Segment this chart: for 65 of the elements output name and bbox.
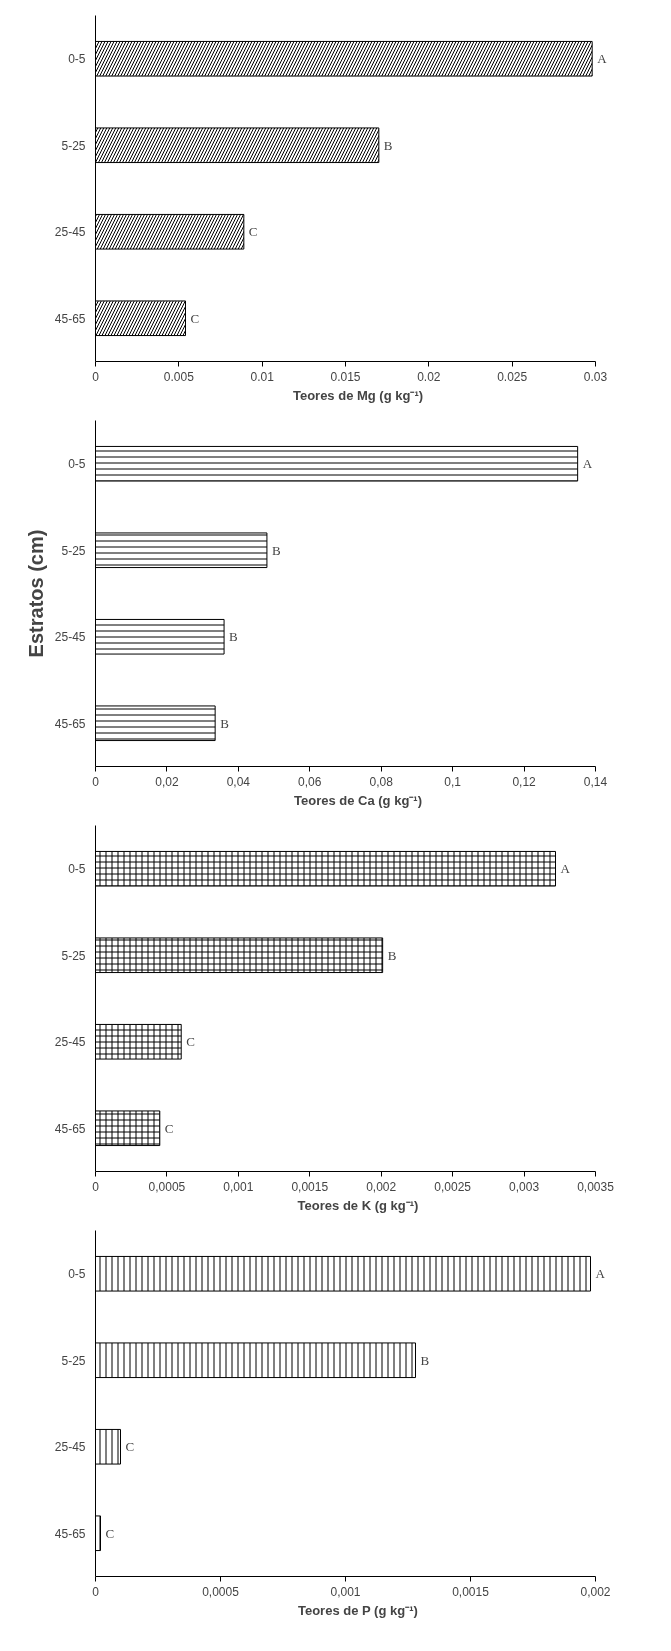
data-label: B [387, 947, 397, 963]
x-tick-label: 0,0005 [202, 1584, 240, 1599]
y-tick-label: 25-45 [54, 1440, 86, 1455]
y-tick-label: 25-45 [54, 630, 86, 645]
x-tick-label: 0,002 [580, 1584, 611, 1599]
x-tick-label: 0,0005 [148, 1179, 186, 1194]
x-axis-title: Teores de Mg (g kg⁻¹) [292, 387, 424, 403]
data-label: B [229, 629, 239, 645]
data-label: C [164, 1120, 174, 1136]
data-label: B [383, 137, 393, 153]
x-axis-title: Teores de P (g kg⁻¹) [297, 1602, 418, 1618]
data-label: B [420, 1352, 430, 1368]
y-tick-label: 0-5 [68, 862, 86, 877]
x-tick-label: 0 [92, 369, 100, 384]
x-tick-label: 0,0025 [434, 1179, 472, 1194]
x-tick-label: 0.03 [583, 369, 608, 384]
y-axis-title: Estratos (cm) [24, 529, 47, 658]
y-tick-label: 45-65 [54, 1526, 86, 1541]
x-axis-title: Teores de K (g kg⁻¹) [297, 1197, 419, 1213]
data-label: B [271, 542, 281, 558]
y-tick-label: 0-5 [68, 457, 86, 472]
x-tick-label: 0.025 [497, 369, 528, 384]
x-tick-label: 0,08 [369, 774, 394, 789]
x-tick-label: 0 [92, 1584, 100, 1599]
data-label: B [220, 715, 230, 731]
x-tick-label: 0,1 [444, 774, 462, 789]
x-tick-label: 0,0015 [452, 1584, 490, 1599]
x-tick-label: 0,0035 [577, 1179, 615, 1194]
x-tick-label: 0,14 [583, 774, 608, 789]
x-tick-label: 0,12 [512, 774, 537, 789]
x-tick-label: 0.005 [163, 369, 195, 384]
x-tick-label: 0 [92, 1179, 100, 1194]
y-tick-label: 45-65 [54, 311, 86, 326]
y-tick-label: 5-25 [61, 1353, 86, 1368]
x-tick-label: 0,001 [223, 1179, 254, 1194]
y-tick-label: 45-65 [54, 1121, 86, 1136]
x-tick-label: 0,04 [226, 774, 251, 789]
y-tick-label: 0-5 [68, 1267, 86, 1282]
data-label: C [248, 224, 258, 240]
data-label: C [186, 1034, 195, 1050]
data-label: A [597, 51, 608, 67]
x-tick-label: 0,0015 [291, 1179, 329, 1194]
x-tick-label: 0.015 [330, 369, 361, 384]
x-tick-label: 0,001 [330, 1584, 361, 1599]
y-tick-label: 25-45 [54, 225, 86, 240]
x-tick-label: 0,02 [155, 774, 179, 789]
data-label: A [595, 1266, 606, 1282]
data-label: C [125, 1439, 135, 1455]
x-tick-label: 0 [92, 774, 100, 789]
x-tick-label: 0,06 [298, 774, 322, 789]
x-axis-title: Teores de Ca (g kg⁻¹) [294, 792, 423, 808]
data-label: A [582, 456, 593, 472]
y-tick-label: 25-45 [54, 1035, 86, 1050]
x-tick-label: 0.02 [417, 369, 441, 384]
x-tick-label: 0.01 [250, 369, 275, 384]
data-label: C [190, 310, 200, 326]
data-label: A [560, 861, 571, 877]
y-tick-label: 0-5 [68, 52, 86, 67]
x-tick-label: 0,003 [509, 1179, 540, 1194]
y-tick-label: 45-65 [54, 716, 86, 731]
data-label: C [105, 1525, 115, 1541]
y-tick-label: 5-25 [61, 138, 86, 153]
y-tick-label: 5-25 [61, 543, 86, 558]
y-tick-label: 5-25 [61, 948, 86, 963]
x-tick-label: 0,002 [366, 1179, 397, 1194]
